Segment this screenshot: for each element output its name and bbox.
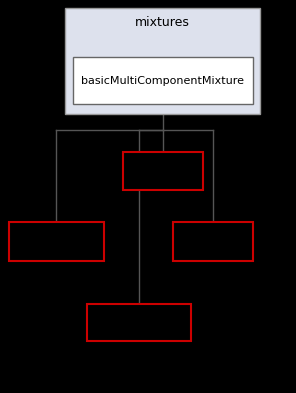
FancyBboxPatch shape [173,222,253,261]
Text: mixtures: mixtures [135,16,190,29]
FancyBboxPatch shape [123,152,203,189]
FancyBboxPatch shape [87,303,191,341]
FancyBboxPatch shape [73,57,253,104]
FancyBboxPatch shape [65,8,260,114]
Text: basicMultiComponentMixture: basicMultiComponentMixture [81,76,244,86]
FancyBboxPatch shape [9,222,104,261]
